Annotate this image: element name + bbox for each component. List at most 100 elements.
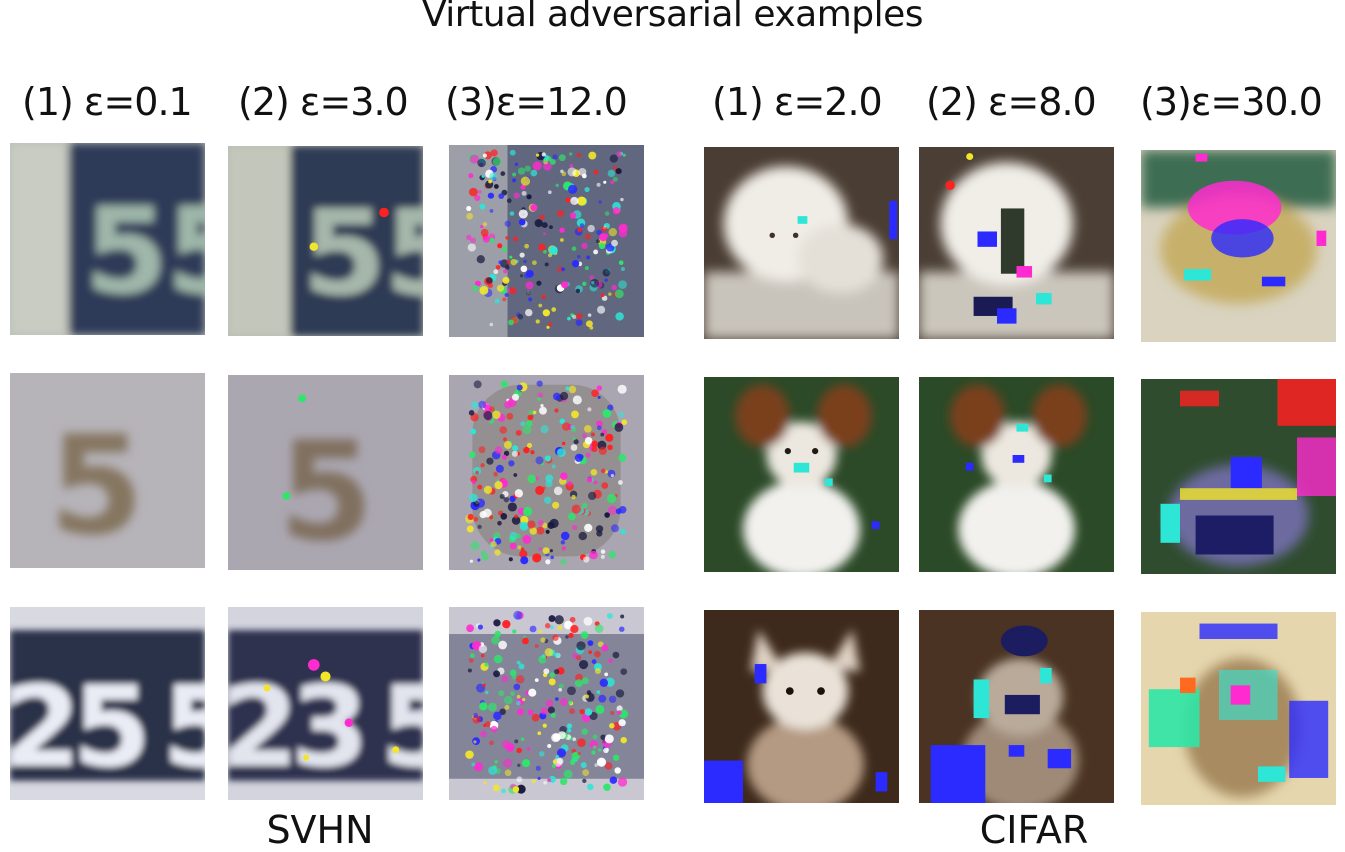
- noise-speckle: [584, 425, 592, 433]
- noise-speckle: [505, 221, 511, 227]
- noise-speckle: [543, 781, 547, 784]
- noise-speckle: [579, 660, 588, 669]
- noise-speckle: [548, 190, 552, 194]
- noise-speckle: [598, 695, 606, 703]
- noise-speckle: [581, 243, 587, 249]
- noise-speckle: [605, 734, 614, 743]
- noise-speckle: [497, 243, 502, 248]
- noise-speckle: [601, 226, 607, 231]
- noise-speckle: [478, 624, 483, 629]
- noise-speckle: [576, 319, 583, 326]
- noise-speckle: [611, 285, 617, 291]
- noise-speckle: [604, 673, 608, 677]
- noise-speckle: [493, 670, 500, 677]
- noise-speckle: [611, 474, 614, 477]
- noise-speckle: [562, 546, 566, 550]
- noise-speckle: [517, 661, 521, 665]
- noise-speckle: [532, 553, 541, 562]
- noise-speckle: [473, 713, 478, 718]
- noise-speckle: [542, 152, 546, 156]
- noise-speckle: [546, 700, 554, 708]
- cifar-r1-eps-small: [704, 147, 899, 339]
- noise-speckle: [473, 285, 479, 291]
- noise-speckle: [538, 629, 542, 633]
- cifar-col3-label: (3)ε=30.0: [1140, 80, 1322, 124]
- noise-speckle: [570, 625, 578, 633]
- noise-speckle: [527, 747, 530, 750]
- noise-speckle: [591, 446, 597, 452]
- noise-speckle: [567, 723, 572, 728]
- noise-speckle: [510, 259, 517, 265]
- noise-speckle: [560, 559, 566, 565]
- noise-speckle: [529, 415, 533, 419]
- noise-speckle: [619, 224, 628, 233]
- noise-speckle: [621, 267, 625, 271]
- noise-speckle: [473, 517, 478, 522]
- noise-speckle: [599, 233, 607, 241]
- noise-speckle: [478, 401, 486, 409]
- noise-speckle: [508, 320, 514, 326]
- cifar-r1-eps-large: [1141, 150, 1336, 342]
- noise-speckle: [555, 184, 558, 187]
- noise-speckle: [535, 644, 539, 648]
- noise-speckle: [479, 204, 485, 210]
- noise-speckle: [483, 781, 486, 784]
- noise-speckle: [469, 188, 478, 197]
- noise-speckle: [466, 213, 473, 220]
- noise-speckle: [539, 751, 545, 756]
- noise-speckle: [567, 729, 571, 733]
- noise-speckle: [545, 480, 552, 487]
- noise-speckle: [466, 235, 471, 240]
- noise-speckle: [513, 611, 522, 620]
- noise-speckle: [558, 731, 566, 739]
- noise-speckle: [500, 494, 505, 499]
- noise-speckle: [524, 273, 530, 279]
- noise-speckle: [588, 313, 592, 317]
- noise-speckle: [510, 211, 515, 215]
- noise-speckle: [560, 170, 564, 173]
- noise-speckle: [557, 210, 564, 217]
- noise-speckle: [603, 748, 608, 753]
- noise-speckle: [486, 458, 493, 465]
- noise-speckle: [473, 740, 476, 743]
- noise-speckle: [560, 392, 568, 400]
- noise-speckle: [555, 615, 564, 624]
- noise-speckle: [551, 713, 556, 718]
- noise-speckle: [499, 426, 507, 434]
- noise-speckle: [618, 719, 625, 726]
- noise-speckle: [576, 655, 581, 660]
- svhn-r2-eps-large: [449, 375, 644, 570]
- noise-speckle: [608, 170, 616, 177]
- svhn-col3-label: (3)ε=12.0: [445, 80, 627, 124]
- noise-speckle: [582, 769, 589, 776]
- noise-speckle: [530, 204, 537, 211]
- noise-speckle: [479, 702, 488, 710]
- noise-speckle: [479, 446, 486, 453]
- noise-speckle: [517, 709, 523, 715]
- noise-speckle: [480, 730, 487, 737]
- noise-speckle: [587, 225, 594, 232]
- noise-speckle: [542, 295, 546, 299]
- noise-speckle: [504, 441, 512, 449]
- noise-speckle: [488, 703, 497, 712]
- noise-speckle: [533, 161, 542, 170]
- noise-speckle: [528, 709, 534, 715]
- noise-speckle: [513, 237, 518, 242]
- noise-speckle: [552, 764, 556, 768]
- noise-speckle: [618, 412, 624, 418]
- noise-speckle: [553, 393, 561, 401]
- noise-speckle: [480, 463, 484, 467]
- svg-text:5: 5: [380, 662, 423, 792]
- noise-speckle: [560, 238, 564, 242]
- noise-speckle: [496, 465, 504, 473]
- svhn-dataset-label: SVHN: [230, 808, 410, 852]
- noise-speckle: [479, 645, 487, 653]
- noise-speckle: [469, 410, 475, 416]
- noise-speckle: [516, 776, 522, 782]
- noise-speckle: [567, 167, 576, 176]
- noise-speckle: [592, 659, 597, 664]
- noise-speckle: [599, 200, 602, 203]
- noise-speckle: [541, 707, 548, 714]
- noise-speckle: [568, 633, 573, 638]
- noise-speckle: [481, 229, 489, 237]
